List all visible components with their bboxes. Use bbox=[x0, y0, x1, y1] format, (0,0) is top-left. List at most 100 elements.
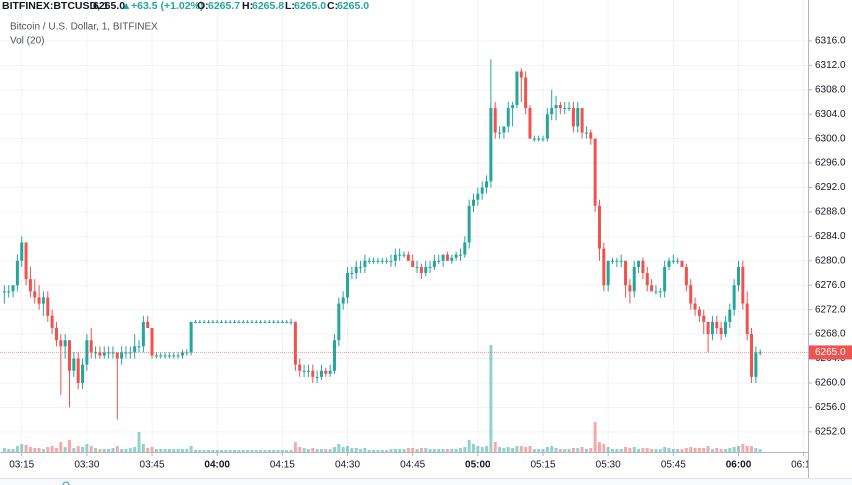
volume-bar bbox=[193, 450, 197, 452]
volume-bar bbox=[624, 447, 628, 452]
candle-body bbox=[502, 126, 506, 133]
candle-body bbox=[2, 291, 6, 293]
grid bbox=[0, 0, 808, 452]
candle-body bbox=[489, 108, 493, 182]
volume-bar bbox=[98, 449, 102, 452]
volume-bar bbox=[59, 442, 63, 452]
candle-body bbox=[319, 370, 323, 377]
volume-label: Vol (20) bbox=[10, 36, 44, 47]
volume-bar bbox=[120, 449, 124, 452]
volume-bar bbox=[241, 450, 245, 452]
volume-bar bbox=[332, 447, 336, 452]
candle-body bbox=[89, 340, 93, 353]
candle-body bbox=[150, 327, 154, 356]
candle-body bbox=[228, 321, 232, 323]
volume-bar bbox=[250, 450, 254, 452]
volume-bar bbox=[89, 446, 93, 452]
candle-body bbox=[172, 355, 176, 357]
x-tick-label: 04:00 bbox=[204, 460, 230, 471]
volume-bar bbox=[180, 449, 184, 452]
volume-bar bbox=[654, 449, 658, 452]
candle-body bbox=[37, 297, 41, 304]
volume-bar bbox=[637, 449, 641, 452]
candle-body bbox=[558, 105, 562, 109]
volume-bar bbox=[107, 449, 111, 452]
volume-bar bbox=[445, 449, 449, 452]
candle-body bbox=[98, 352, 102, 356]
volume-bar bbox=[589, 448, 593, 452]
volume-bar bbox=[154, 449, 158, 452]
last-price-label: 6265.0 bbox=[809, 345, 852, 360]
candle-body bbox=[167, 355, 171, 357]
candle-body bbox=[15, 260, 19, 286]
candle-body bbox=[732, 285, 736, 310]
volume-bar bbox=[163, 449, 167, 452]
volume-bar bbox=[524, 447, 528, 452]
candle-body bbox=[550, 108, 554, 115]
candle-body bbox=[454, 254, 458, 258]
candle-body bbox=[702, 315, 706, 322]
candle-body bbox=[7, 291, 11, 293]
change: +63.5 (+1.02%) bbox=[131, 0, 203, 12]
volume-bar bbox=[2, 448, 6, 452]
volume-bar bbox=[502, 448, 506, 452]
candle-body bbox=[615, 260, 619, 262]
candle-body bbox=[115, 352, 119, 359]
volume-bar bbox=[736, 446, 740, 452]
volume-bar bbox=[411, 448, 415, 452]
volume-bar bbox=[441, 449, 445, 452]
volume-bar bbox=[359, 449, 363, 452]
price-axis-panel bbox=[808, 0, 852, 478]
volume-bar bbox=[467, 440, 471, 452]
volume-bar bbox=[150, 447, 154, 452]
volume-bar bbox=[33, 448, 37, 452]
y-tick-label: 6280.0 bbox=[815, 255, 846, 266]
volume-bar bbox=[37, 448, 41, 452]
volume-bar bbox=[20, 444, 24, 452]
volume-bar bbox=[354, 448, 358, 452]
y-tick-label: 6272.0 bbox=[815, 304, 846, 315]
last-price-box bbox=[809, 345, 852, 360]
volume-bar bbox=[346, 446, 350, 452]
volume-bar bbox=[237, 450, 241, 452]
candle-body bbox=[728, 309, 732, 322]
x-tick-label: 05:00 bbox=[465, 460, 491, 471]
candle-body bbox=[480, 187, 484, 194]
candle-body bbox=[298, 364, 302, 371]
volume-bar bbox=[311, 448, 315, 452]
candle-body bbox=[189, 321, 193, 353]
volume-bar bbox=[54, 448, 58, 452]
volume-bar bbox=[137, 432, 141, 452]
candle-body bbox=[41, 297, 45, 304]
volume-bar bbox=[76, 446, 80, 452]
candle-body bbox=[458, 254, 462, 256]
candle-body bbox=[393, 254, 397, 261]
volume-bar bbox=[663, 447, 667, 452]
candle-body bbox=[606, 260, 610, 286]
candle-body bbox=[745, 303, 749, 335]
candle-body bbox=[350, 273, 354, 275]
volume-bar bbox=[506, 447, 510, 452]
candle-body bbox=[289, 321, 293, 323]
candle-body bbox=[359, 266, 363, 268]
volume-bar bbox=[554, 448, 558, 452]
volume-bar bbox=[667, 448, 671, 452]
candle-body bbox=[637, 260, 641, 267]
candle-body bbox=[63, 340, 67, 347]
volume-bar bbox=[315, 449, 319, 452]
ohlc-label: L: bbox=[285, 0, 295, 12]
candle-body bbox=[641, 260, 645, 274]
candle-body bbox=[754, 352, 758, 377]
x-tick-label: 03:15 bbox=[9, 460, 34, 471]
candle-body bbox=[146, 321, 150, 328]
volume-bar bbox=[102, 449, 106, 452]
volume-bar bbox=[419, 448, 423, 452]
volume-bar bbox=[398, 449, 402, 452]
candle-body bbox=[237, 321, 241, 323]
volume-bar bbox=[285, 450, 289, 452]
candle-body bbox=[398, 254, 402, 256]
candle-body bbox=[632, 266, 636, 292]
volume-bar bbox=[146, 448, 150, 452]
candle-body bbox=[584, 132, 588, 134]
